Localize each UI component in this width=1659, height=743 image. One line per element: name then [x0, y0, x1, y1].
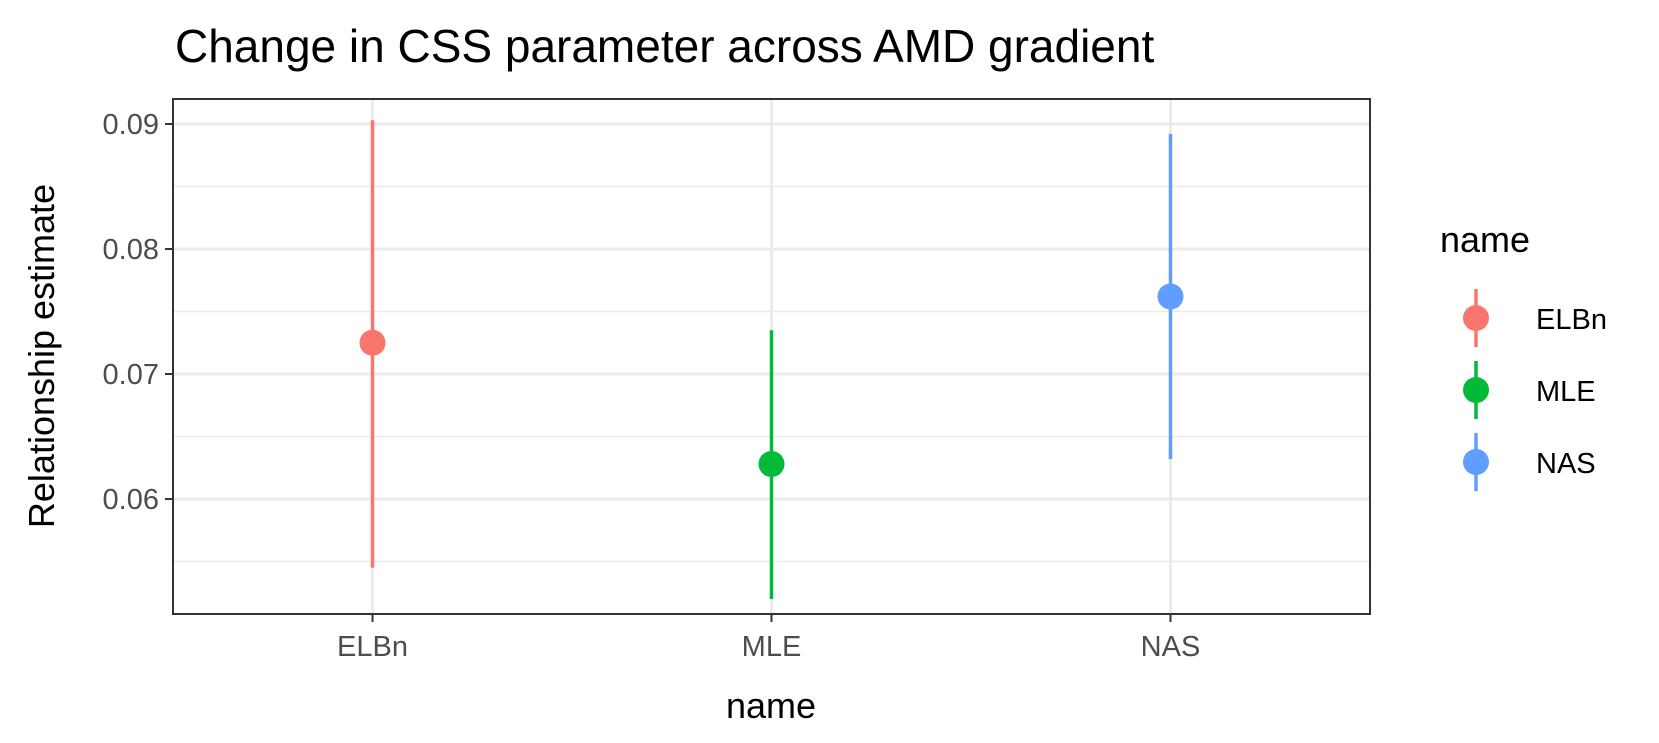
y-tick-label: 0.06 — [103, 484, 159, 516]
legend-label: NAS — [1536, 448, 1596, 480]
legend-title: name — [1440, 219, 1530, 260]
legend: name ELBn MLE NAS — [1440, 219, 1607, 491]
point-elbn — [359, 329, 386, 356]
legend-entries: ELBn MLE NAS — [1463, 289, 1607, 491]
legend-item-mle: MLE — [1463, 361, 1596, 419]
point-mle — [758, 451, 785, 477]
axes: 0.06 0.07 0.08 0.09 ELBn MLE NAS — [103, 109, 1201, 663]
y-axis-title: Relationship estimate — [21, 184, 62, 528]
legend-label: MLE — [1536, 376, 1596, 408]
legend-item-elbn: ELBn — [1463, 289, 1607, 347]
y-tick-label: 0.08 — [103, 234, 159, 266]
legend-key-point — [1463, 449, 1489, 475]
data-marks — [359, 120, 1184, 599]
legend-key-point — [1463, 377, 1489, 403]
y-tick-label: 0.09 — [103, 109, 159, 141]
x-tick-label: MLE — [742, 631, 802, 663]
legend-key-point — [1463, 305, 1489, 331]
point-nas — [1157, 283, 1184, 310]
x-axis-title: name — [726, 685, 816, 726]
chart-title: Change in CSS parameter across AMD gradi… — [175, 20, 1154, 72]
y-tick-label: 0.07 — [103, 359, 159, 391]
legend-item-nas: NAS — [1463, 433, 1596, 491]
x-tick-label: ELBn — [337, 631, 408, 663]
x-tick-label: NAS — [1141, 631, 1201, 663]
legend-label: ELBn — [1536, 304, 1607, 336]
